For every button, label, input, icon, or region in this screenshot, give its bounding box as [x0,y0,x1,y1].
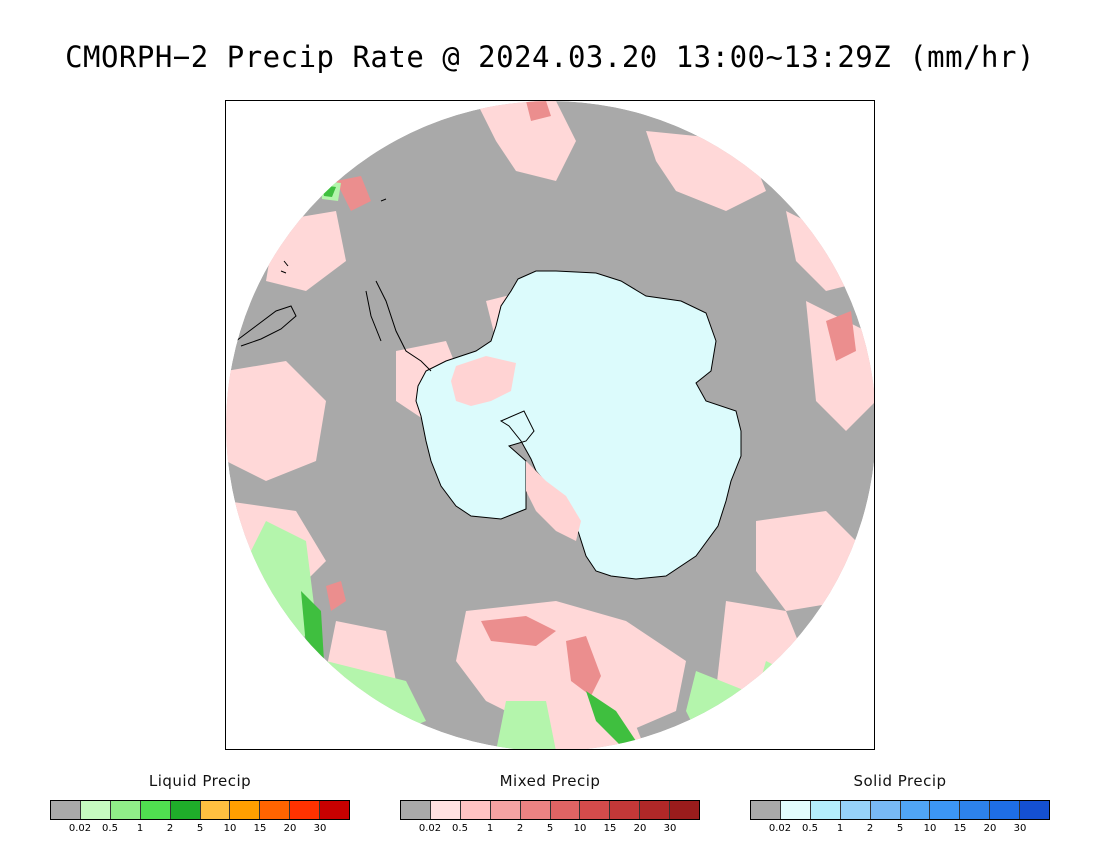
legend-liquid-swatch [51,801,81,819]
legend-liquid-swatch [170,801,201,819]
legend-solid-swatch [840,801,871,819]
legend-mixed-swatch [520,801,551,819]
legend-liquid: Liquid Precip 0.02 0.5 1 2 5 10 15 20 30 [50,772,350,836]
legend-liquid-title: Liquid Precip [148,772,252,790]
legend-mixed-swatch [670,801,700,819]
legend-liquid-tick-label: 0.5 [102,823,118,834]
legend-liquid-swatch [260,801,291,819]
legend-mixed-swatch [401,801,431,819]
legend-liquid-tick-label: 0.02 [68,823,92,834]
ice-shelf-mixed [451,356,581,541]
south-america-coast [235,305,297,347]
legend-mixed-swatch [580,801,611,819]
legend-solid-swatch [990,801,1021,819]
precip-map-svg [226,101,874,749]
legend-mixed-tick-label: 2 [516,823,524,834]
legend-mixed-tick-label: 5 [546,823,554,834]
legend-solid-tick-label: 0.02 [768,823,792,834]
legend-liquid-swatch [80,801,111,819]
legend-mixed-tick-label: 15 [603,823,617,834]
legend-liquid-tick-label: 20 [283,823,297,834]
legend-mixed-title: Mixed Precip [499,772,601,790]
legend-solid-tick-label: 20 [983,823,997,834]
legend-solid-tick-label: 2 [866,823,874,834]
legend-solid-ticks: 0.02 0.5 1 2 5 10 15 20 30 [750,820,1050,836]
legend-mixed-swatch [550,801,581,819]
legend-solid-swatch [751,801,781,819]
legend-mixed-tick-label: 10 [573,823,587,834]
legend-solid-swatch [810,801,841,819]
legend-mixed-swatch [430,801,461,819]
legend-mixed-tick-label: 20 [633,823,647,834]
legend-liquid-swatch [230,801,261,819]
legend-liquid-swatch [110,801,141,819]
polar-map [225,100,875,750]
legend-solid-swatch [930,801,961,819]
legend-liquid-tick-label: 15 [253,823,267,834]
legend-solid-title: Solid Precip [853,772,947,790]
legend-solid-tick-label: 10 [923,823,937,834]
legend-liquid-swatches [50,800,350,820]
legend-liquid-swatch [140,801,171,819]
legend-mixed-swatch [610,801,641,819]
legend-mixed-tick-label: 0.02 [418,823,442,834]
legend-solid-swatch [1020,801,1050,819]
antarctic-peninsula [365,280,432,372]
legend-mixed-tick-label: 1 [486,823,494,834]
legend-liquid-tick-label: 2 [166,823,174,834]
legend-mixed-swatch [640,801,671,819]
legend-liquid-tick-label: 10 [223,823,237,834]
legend-mixed-swatches [400,800,700,820]
legend-liquid-swatch [290,801,321,819]
legend-liquid-tick-label: 1 [136,823,144,834]
legend-mixed: Mixed Precip 0.02 0.5 1 2 5 10 15 20 30 [400,772,700,836]
legend-solid-swatch [870,801,901,819]
legend-liquid-tick-label: 5 [196,823,204,834]
legend-liquid-tick-label: 30 [313,823,327,834]
chart-title: CMORPH−2 Precip Rate @ 2024.03.20 13:00~… [65,40,1035,74]
legend-solid-tick-label: 30 [1013,823,1027,834]
legend-mixed-tick-label: 0.5 [452,823,468,834]
legend-solid-swatch [780,801,811,819]
islands [280,198,387,274]
legend-liquid-ticks: 0.02 0.5 1 2 5 10 15 20 30 [50,820,350,836]
legend-mixed-swatch [490,801,521,819]
legend-liquid-swatch [320,801,350,819]
legend-solid-swatches [750,800,1050,820]
legend-solid-tick-label: 15 [953,823,967,834]
legend-solid: Solid Precip 0.02 0.5 1 2 5 10 15 20 30 [750,772,1050,836]
legend-liquid-swatch [200,801,231,819]
legend-solid-tick-label: 5 [896,823,904,834]
legend-solid-swatch [900,801,931,819]
legend-mixed-swatch [460,801,491,819]
legend-solid-tick-label: 0.5 [802,823,818,834]
legend-solid-tick-label: 1 [836,823,844,834]
antarctica-solid-precip [415,270,742,580]
legend-mixed-tick-label: 30 [663,823,677,834]
legend-solid-swatch [960,801,991,819]
mixed-heavy-regions [326,101,856,696]
legend-mixed-ticks: 0.02 0.5 1 2 5 10 15 20 30 [400,820,700,836]
